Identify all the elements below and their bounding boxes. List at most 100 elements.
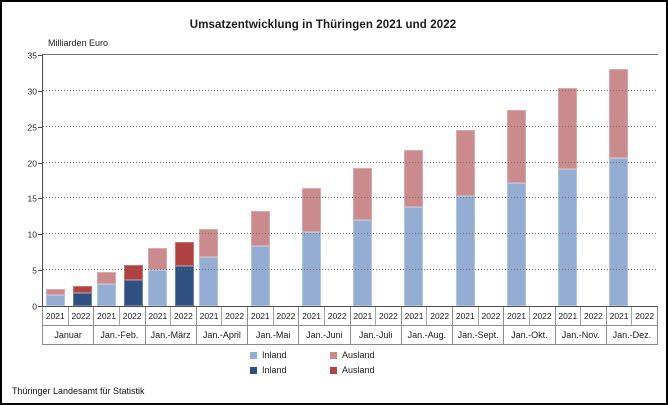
x-month-label: Jan.-Feb. xyxy=(100,330,139,340)
bar-group-Jan.-Okt. xyxy=(504,55,555,306)
x-month-label: Jan.-Sept. xyxy=(457,330,499,340)
x-year-label: 2022 xyxy=(323,307,350,325)
x-year-label: 2021 xyxy=(148,311,168,321)
bar-segment-ausland-2021 xyxy=(45,289,65,295)
bar-2022 xyxy=(72,286,92,306)
x-group-Jan.-Juni: 2021 2022 Jan.-Juni xyxy=(299,307,351,344)
bar-2021 xyxy=(353,168,373,306)
bar-segment-inland-2022 xyxy=(123,280,143,306)
x-group-Jan.-Nov.: 2021 2022 Jan.-Nov. xyxy=(555,307,607,344)
y-tick-label-30: 30 xyxy=(27,86,37,97)
x-year-row: 2021 2022 xyxy=(145,307,196,326)
x-month-label: Jan.-April xyxy=(202,330,241,340)
x-year-row: 2021 2022 xyxy=(401,307,452,326)
y-tick-mark-5 xyxy=(38,270,42,272)
x-year-label: 2022 xyxy=(528,307,555,325)
bar-segment-inland-2021 xyxy=(148,270,168,306)
gridline-30 xyxy=(43,89,658,91)
x-year-row: 2021 2022 xyxy=(43,307,94,326)
y-tick-label-35: 35 xyxy=(27,50,37,61)
x-year-label: 2021 xyxy=(404,311,424,321)
y-tick-mark-0 xyxy=(38,306,42,307)
y-tick-mark-25 xyxy=(38,126,42,128)
gridline-5 xyxy=(43,269,658,271)
legend-label: Ausland xyxy=(342,350,375,360)
legend-swatch-ausland_2022 xyxy=(330,366,337,374)
x-year-label: 2021 xyxy=(97,311,117,321)
bar-segment-ausland-2021 xyxy=(301,188,321,232)
legend-swatch-inland_2021 xyxy=(250,351,257,359)
x-month-label: Jan.-Juni xyxy=(306,330,343,340)
bar-group-Jan.-Aug. xyxy=(402,55,453,306)
x-year-row: 2021 2022 xyxy=(248,307,299,326)
legend: Inland Ausland Inland Ausland xyxy=(2,350,644,375)
x-month-label: Jan.-Mai xyxy=(255,330,291,340)
y-tick-label-20: 20 xyxy=(27,158,37,169)
bar-2021 xyxy=(558,88,578,306)
y-tick-mark-35 xyxy=(38,55,42,56)
bar-segment-ausland-2021 xyxy=(250,211,270,246)
x-year-row: 2021 2022 xyxy=(350,307,401,326)
x-group-Jan.-Feb.: 2021 2022 Jan.-Feb. xyxy=(94,307,146,344)
x-group-Jan.-Okt.: 2021 2022 Jan.-Okt. xyxy=(504,307,556,344)
bar-segment-inland-2021 xyxy=(199,257,219,306)
x-month-label: Jan.-Juli xyxy=(358,330,393,340)
x-year-label: 2022 xyxy=(118,307,145,325)
bar-group-Januar xyxy=(43,55,94,306)
bar-segment-inland-2022 xyxy=(175,266,195,306)
bar-segment-ausland-2022 xyxy=(123,265,143,280)
legend-row-1: Inland Ausland xyxy=(250,350,396,360)
x-year-label: 2022 xyxy=(580,307,606,325)
x-year-label: 2021 xyxy=(455,311,475,321)
legend-item-ausland_2022: Ausland xyxy=(330,365,396,375)
bar-2021 xyxy=(404,150,424,306)
x-year-label: 2022 xyxy=(426,307,452,325)
x-year-label: 2022 xyxy=(221,307,247,325)
bar-2021 xyxy=(506,110,526,306)
bar-segment-inland-2021 xyxy=(455,196,475,306)
x-year-label: 2022 xyxy=(477,307,504,325)
bar-segment-ausland-2021 xyxy=(199,229,219,257)
y-axis-title: Milliarden Euro xyxy=(48,38,109,48)
y-axis-tick-marks xyxy=(38,54,42,307)
x-year-row: 2021 2022 xyxy=(94,307,145,326)
bar-2021 xyxy=(96,272,116,306)
gridline-25 xyxy=(43,125,658,127)
bar-group-Jan.-Dez. xyxy=(607,55,658,306)
source-note: Thüringer Landesamt für Statistik xyxy=(12,386,145,396)
bar-2021 xyxy=(609,69,629,306)
x-group-Jan.-Juli: 2021 2022 Jan.-Juli xyxy=(350,307,402,344)
bar-segment-ausland-2021 xyxy=(96,272,116,284)
bar-segment-inland-2021 xyxy=(609,158,629,306)
bar-segment-ausland-2021 xyxy=(506,110,526,183)
x-year-label: 2021 xyxy=(45,311,65,321)
bar-segment-inland-2021 xyxy=(250,246,270,306)
bar-segment-ausland-2021 xyxy=(148,248,168,270)
bar-2022 xyxy=(123,265,143,306)
legend-swatch-inland_2022 xyxy=(250,366,257,374)
bar-segment-inland-2021 xyxy=(404,207,424,306)
bar-segment-ausland-2021 xyxy=(455,130,475,196)
bar-2021 xyxy=(455,130,475,306)
legend-swatch-ausland_2021 xyxy=(330,351,337,359)
x-year-row: 2021 2022 xyxy=(504,307,555,326)
x-year-label: 2022 xyxy=(631,307,657,325)
x-group-Jan.-Sept.: 2021 2022 Jan.-Sept. xyxy=(453,307,505,344)
chart-title: Umsatzentwicklung in Thüringen 2021 und … xyxy=(189,19,457,31)
x-year-label: 2021 xyxy=(558,311,578,321)
y-axis-labels: 0 5 10 15 20 25 30 35 xyxy=(10,50,37,311)
bar-group-Jan.-Juli xyxy=(351,55,402,306)
y-tick-mark-30 xyxy=(38,90,42,92)
x-year-row: 2021 2022 xyxy=(196,307,247,326)
gridline-20 xyxy=(43,161,658,163)
bar-2021 xyxy=(199,229,219,306)
x-axis-table: 2021 2022 Januar 2021 2022 Jan.-Feb. 2021 2022 J… xyxy=(42,307,658,345)
bar-segment-ausland-2022 xyxy=(175,242,195,266)
legend-row-2: Inland Ausland xyxy=(250,365,396,375)
y-tick-label-0: 0 xyxy=(32,301,37,312)
bar-2021 xyxy=(45,289,65,306)
bar-group-Jan.-Nov. xyxy=(556,55,607,306)
bar-segment-ausland-2021 xyxy=(404,150,424,207)
bar-segment-ausland-2021 xyxy=(609,69,629,158)
x-group-Jan.-Dez.: 2021 2022 Jan.-Dez. xyxy=(606,307,658,344)
